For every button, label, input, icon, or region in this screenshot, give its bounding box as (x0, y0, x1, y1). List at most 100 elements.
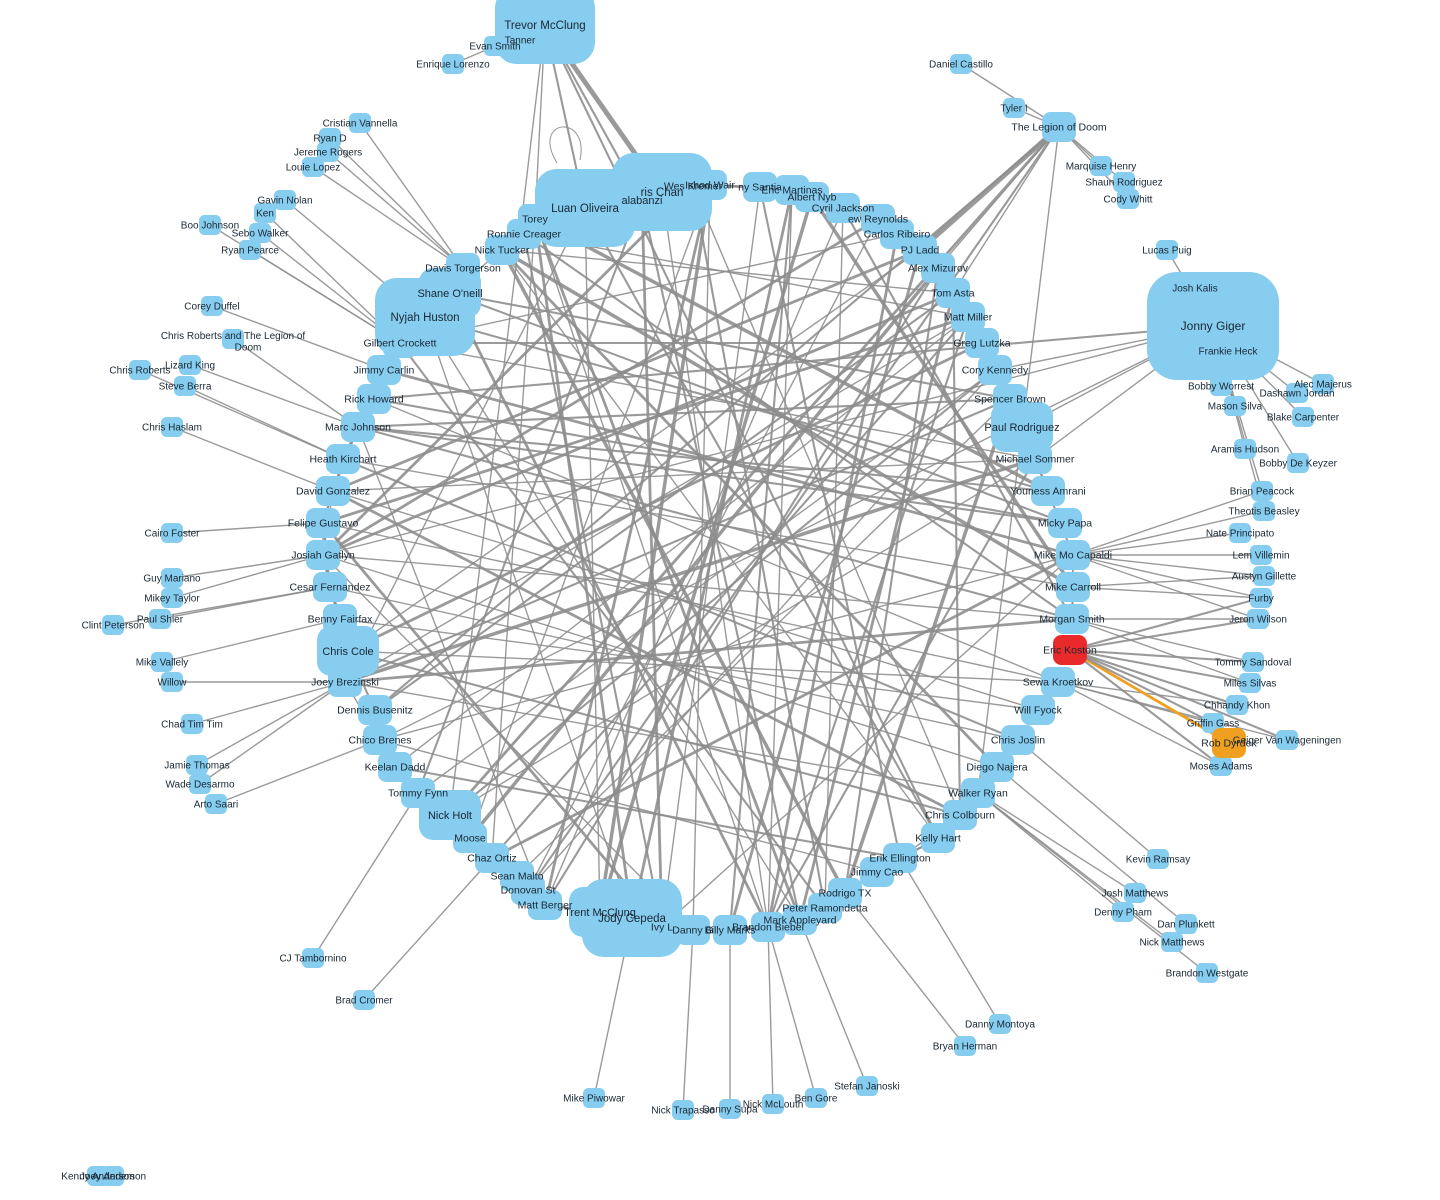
svg-text:Brian Peacock: Brian Peacock (1230, 487, 1295, 498)
svg-text:Furby: Furby (1248, 594, 1274, 605)
svg-text:Tommy Fynn: Tommy Fynn (388, 788, 448, 800)
svg-text:The Legion of Doom: The Legion of Doom (1011, 122, 1106, 134)
svg-text:Boo Johnson: Boo Johnson (181, 221, 239, 232)
svg-text:Joey Brezinski: Joey Brezinski (311, 677, 379, 689)
svg-text:Bobby De Keyzer: Bobby De Keyzer (1259, 459, 1337, 470)
svg-text:Nick Tucker: Nick Tucker (475, 245, 530, 257)
svg-text:Benny Fairfax: Benny Fairfax (308, 614, 374, 626)
svg-text:Mike Carroll: Mike Carroll (1045, 582, 1101, 594)
svg-text:Chaz Ortiz: Chaz Ortiz (467, 853, 517, 865)
svg-text:Chhandy Khon: Chhandy Khon (1204, 701, 1270, 712)
svg-text:Bryan Herman: Bryan Herman (933, 1042, 997, 1053)
svg-text:Felipe Gustavo: Felipe Gustavo (288, 518, 359, 530)
svg-text:Gavin Nolan: Gavin Nolan (257, 196, 312, 207)
svg-text:Clint Peterson: Clint Peterson (82, 621, 145, 632)
svg-text:Mike Vallely: Mike Vallely (136, 658, 189, 669)
svg-text:Kelly Hart: Kelly Hart (915, 833, 961, 845)
svg-text:Josh Matthews: Josh Matthews (1102, 889, 1169, 900)
svg-text:Mason Silva: Mason Silva (1208, 402, 1263, 413)
svg-text:Aramis Hudson: Aramis Hudson (1211, 445, 1279, 456)
svg-text:Enrique Lorenzo: Enrique Lorenzo (416, 60, 490, 71)
svg-text:Steve Berra: Steve Berra (159, 382, 212, 393)
svg-text:Corey Duffel: Corey Duffel (184, 302, 239, 313)
svg-text:Chico Brenes: Chico Brenes (348, 735, 411, 747)
svg-text:Shane O'neill: Shane O'neill (417, 288, 482, 300)
svg-text:Louie Lopez: Louie Lopez (286, 163, 341, 174)
svg-text:Gilbert Crockett: Gilbert Crockett (364, 338, 437, 350)
svg-text:Keelan Dadd: Keelan Dadd (365, 762, 426, 774)
svg-text:Jimmy Cao: Jimmy Cao (851, 867, 904, 879)
svg-text:Frankie Heck: Frankie Heck (1199, 347, 1259, 358)
svg-text:Matt Miller: Matt Miller (944, 312, 993, 324)
svg-text:Chad Tim Tim: Chad Tim Tim (161, 720, 223, 731)
svg-text:Dennis Busenitz: Dennis Busenitz (337, 705, 413, 717)
svg-text:Eric Koston: Eric Koston (1043, 645, 1097, 657)
svg-text:Ishod Wair: Ishod Wair (685, 180, 735, 192)
svg-text:ew Reynolds: ew Reynolds (848, 214, 908, 226)
svg-text:Heath Kirchart: Heath Kirchart (309, 454, 376, 466)
svg-text:Davis Torgerson: Davis Torgerson (425, 263, 501, 275)
svg-text:Tom Asta: Tom Asta (931, 288, 974, 300)
svg-text:Dashawn Jordan: Dashawn Jordan (1259, 389, 1334, 400)
svg-text:Nick Matthews: Nick Matthews (1139, 938, 1204, 949)
svg-text:Trent McClung: Trent McClung (564, 907, 636, 919)
svg-text:Sewa Kroetkov: Sewa Kroetkov (1023, 677, 1094, 689)
svg-text:Josiah Gatlyn: Josiah Gatlyn (291, 550, 355, 562)
svg-text:Carlos Ribeiro: Carlos Ribeiro (864, 229, 931, 241)
svg-text:Denny Pham: Denny Pham (1094, 908, 1152, 919)
svg-text:Tanner: Tanner (505, 36, 536, 47)
svg-text:Michael Sommer: Michael Sommer (996, 454, 1075, 466)
svg-text:Miles Silvas: Miles Silvas (1224, 679, 1277, 690)
svg-text:Chris Joslin: Chris Joslin (991, 735, 1045, 747)
svg-text:Cody Whitt: Cody Whitt (1104, 195, 1153, 206)
svg-text:Rob Dyrdek: Rob Dyrdek (1201, 738, 1257, 750)
svg-text:Morgan Smith: Morgan Smith (1039, 614, 1105, 626)
svg-text:Sean Malto: Sean Malto (490, 871, 543, 883)
svg-text:Sebo Walker: Sebo Walker (232, 229, 290, 240)
svg-text:alabanzi: alabanzi (622, 195, 663, 207)
svg-text:Joey Anderson: Joey Anderson (80, 1172, 146, 1183)
svg-text:Dan Plunkett: Dan Plunkett (1157, 920, 1214, 931)
svg-text:Cairo Foster: Cairo Foster (144, 529, 200, 540)
svg-text:Jereme Rogers: Jereme Rogers (294, 148, 362, 159)
svg-text:Arto Saari: Arto Saari (194, 800, 238, 811)
svg-text:Lem Villemin: Lem Villemin (1232, 551, 1289, 562)
svg-text:Danny G: Danny G (672, 925, 713, 937)
svg-text:Kevin Ramsay: Kevin Ramsay (1126, 855, 1190, 866)
svg-text:Jonny Giger: Jonny Giger (1181, 319, 1246, 333)
svg-text:Rodrigo TX: Rodrigo TX (819, 888, 872, 900)
svg-text:Daniel Castillo: Daniel Castillo (929, 60, 993, 71)
svg-text:Chris Roberts: Chris Roberts (109, 366, 170, 377)
svg-text:Ryan D: Ryan D (313, 134, 346, 145)
svg-text:Danny Montoya: Danny Montoya (965, 1020, 1035, 1031)
svg-text:Paul Shier: Paul Shier (137, 615, 184, 626)
svg-text:Brandon Westgate: Brandon Westgate (1166, 969, 1249, 980)
svg-text:Ronnie Creager: Ronnie Creager (487, 229, 562, 241)
svg-text:Peter Ramondetta: Peter Ramondetta (782, 903, 867, 915)
svg-text:Nick Holt: Nick Holt (428, 810, 472, 822)
svg-text:Greg Lutzka: Greg Lutzka (953, 338, 1010, 350)
svg-text:Nick Trapasso: Nick Trapasso (651, 1106, 715, 1117)
svg-text:Spencer Brown: Spencer Brown (974, 394, 1046, 406)
svg-text:Walker Ryan: Walker Ryan (948, 788, 1008, 800)
svg-text:Moose: Moose (454, 833, 486, 845)
svg-text:Doom: Doom (235, 343, 262, 354)
svg-text:Nate Principato: Nate Principato (1206, 529, 1275, 540)
svg-text:Shaun Rodriguez: Shaun Rodriguez (1085, 178, 1162, 189)
svg-text:Josh Kalis: Josh Kalis (1172, 284, 1218, 295)
svg-text:Jamie Thomas: Jamie Thomas (164, 761, 229, 772)
svg-text:Torey: Torey (522, 214, 548, 226)
svg-text:Rick Howard: Rick Howard (344, 394, 404, 406)
svg-text:Mike Mo Capaldi: Mike Mo Capaldi (1034, 550, 1112, 562)
svg-text:Bobby Worrest: Bobby Worrest (1188, 382, 1254, 393)
svg-text:Micky Papa: Micky Papa (1038, 518, 1092, 530)
svg-text:Cory Kennedy: Cory Kennedy (962, 365, 1029, 377)
svg-text:Ryan Pearce: Ryan Pearce (221, 246, 279, 257)
svg-text:Stefan Janoski: Stefan Janoski (834, 1082, 900, 1093)
svg-text:Tommy Sandoval: Tommy Sandoval (1215, 658, 1292, 669)
svg-text:Paul Rodriguez: Paul Rodriguez (984, 422, 1059, 434)
svg-text:Diego Najera: Diego Najera (966, 762, 1027, 774)
svg-text:Chris Cole: Chris Cole (322, 646, 373, 658)
svg-text:Guy Mariano: Guy Mariano (143, 574, 201, 585)
svg-text:Marc Johnson: Marc Johnson (325, 422, 391, 434)
